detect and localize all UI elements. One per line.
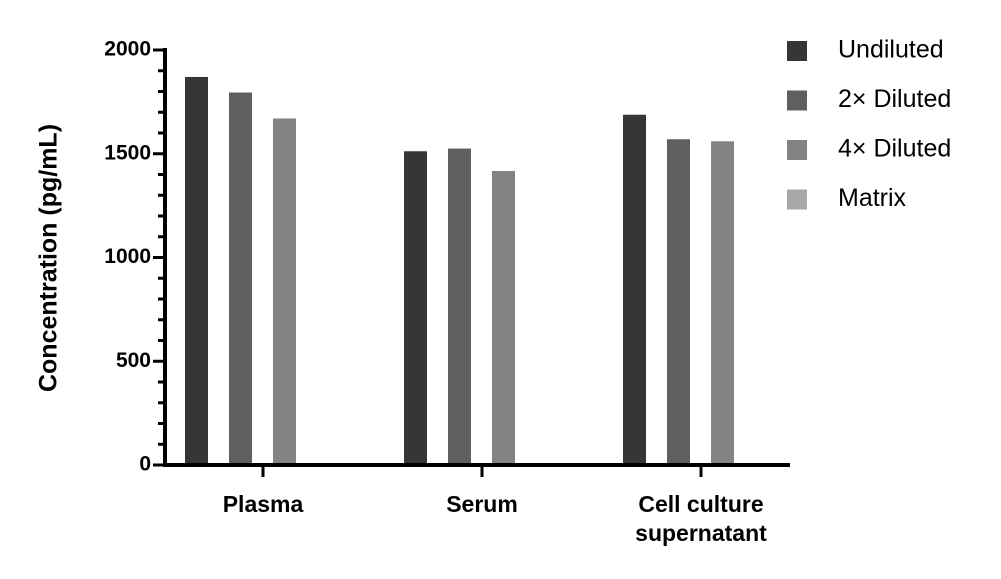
bar-1-1: [448, 148, 471, 465]
legend-swatch: [787, 90, 807, 111]
legend-label: Undiluted: [838, 36, 944, 64]
legend-item: Undiluted: [787, 36, 944, 64]
bar-2-1: [667, 139, 690, 465]
x-tick-label: supernatant: [635, 520, 767, 546]
x-tick-label: Serum: [446, 491, 518, 517]
y-tick-label: 2000: [104, 38, 151, 61]
bar-1-0: [404, 151, 427, 465]
legend-swatch: [787, 41, 807, 61]
legend-item: Matrix: [787, 184, 907, 212]
bar-0-2: [273, 118, 296, 465]
x-tick-label: Plasma: [223, 491, 304, 517]
y-axis-title: Concentration (pg/mL): [35, 124, 63, 392]
legend-swatch: [787, 189, 807, 210]
legend-item: 2× Diluted: [787, 85, 951, 113]
bars-group: [185, 76, 778, 466]
y-tick-label: 1000: [104, 245, 151, 268]
bar-0-0: [185, 76, 208, 465]
y-tick-label: 0: [139, 453, 151, 476]
legend-label: 4× Diluted: [838, 135, 951, 163]
bar-0-1: [229, 92, 252, 465]
legend: Undiluted 2× Diluted 4× Diluted Matrix: [787, 36, 951, 212]
legend-swatch: [787, 140, 807, 160]
y-tick-label: 1500: [104, 141, 151, 164]
bar-1-2: [492, 170, 515, 465]
bar-2-0: [623, 114, 646, 466]
bar-2-2: [711, 141, 734, 466]
y-tick-label: 500: [116, 349, 151, 372]
legend-item: 4× Diluted: [787, 135, 951, 163]
legend-label: Matrix: [838, 184, 907, 212]
x-tick-label: Cell culture: [638, 491, 763, 517]
legend-label: 2× Diluted: [838, 85, 951, 113]
x-ticks-group: Plasma Serum Cell culture supernatant: [223, 465, 767, 546]
axes-group: [163, 48, 790, 467]
y-ticks-group: 0 500 1000 1500 2000: [104, 38, 165, 476]
